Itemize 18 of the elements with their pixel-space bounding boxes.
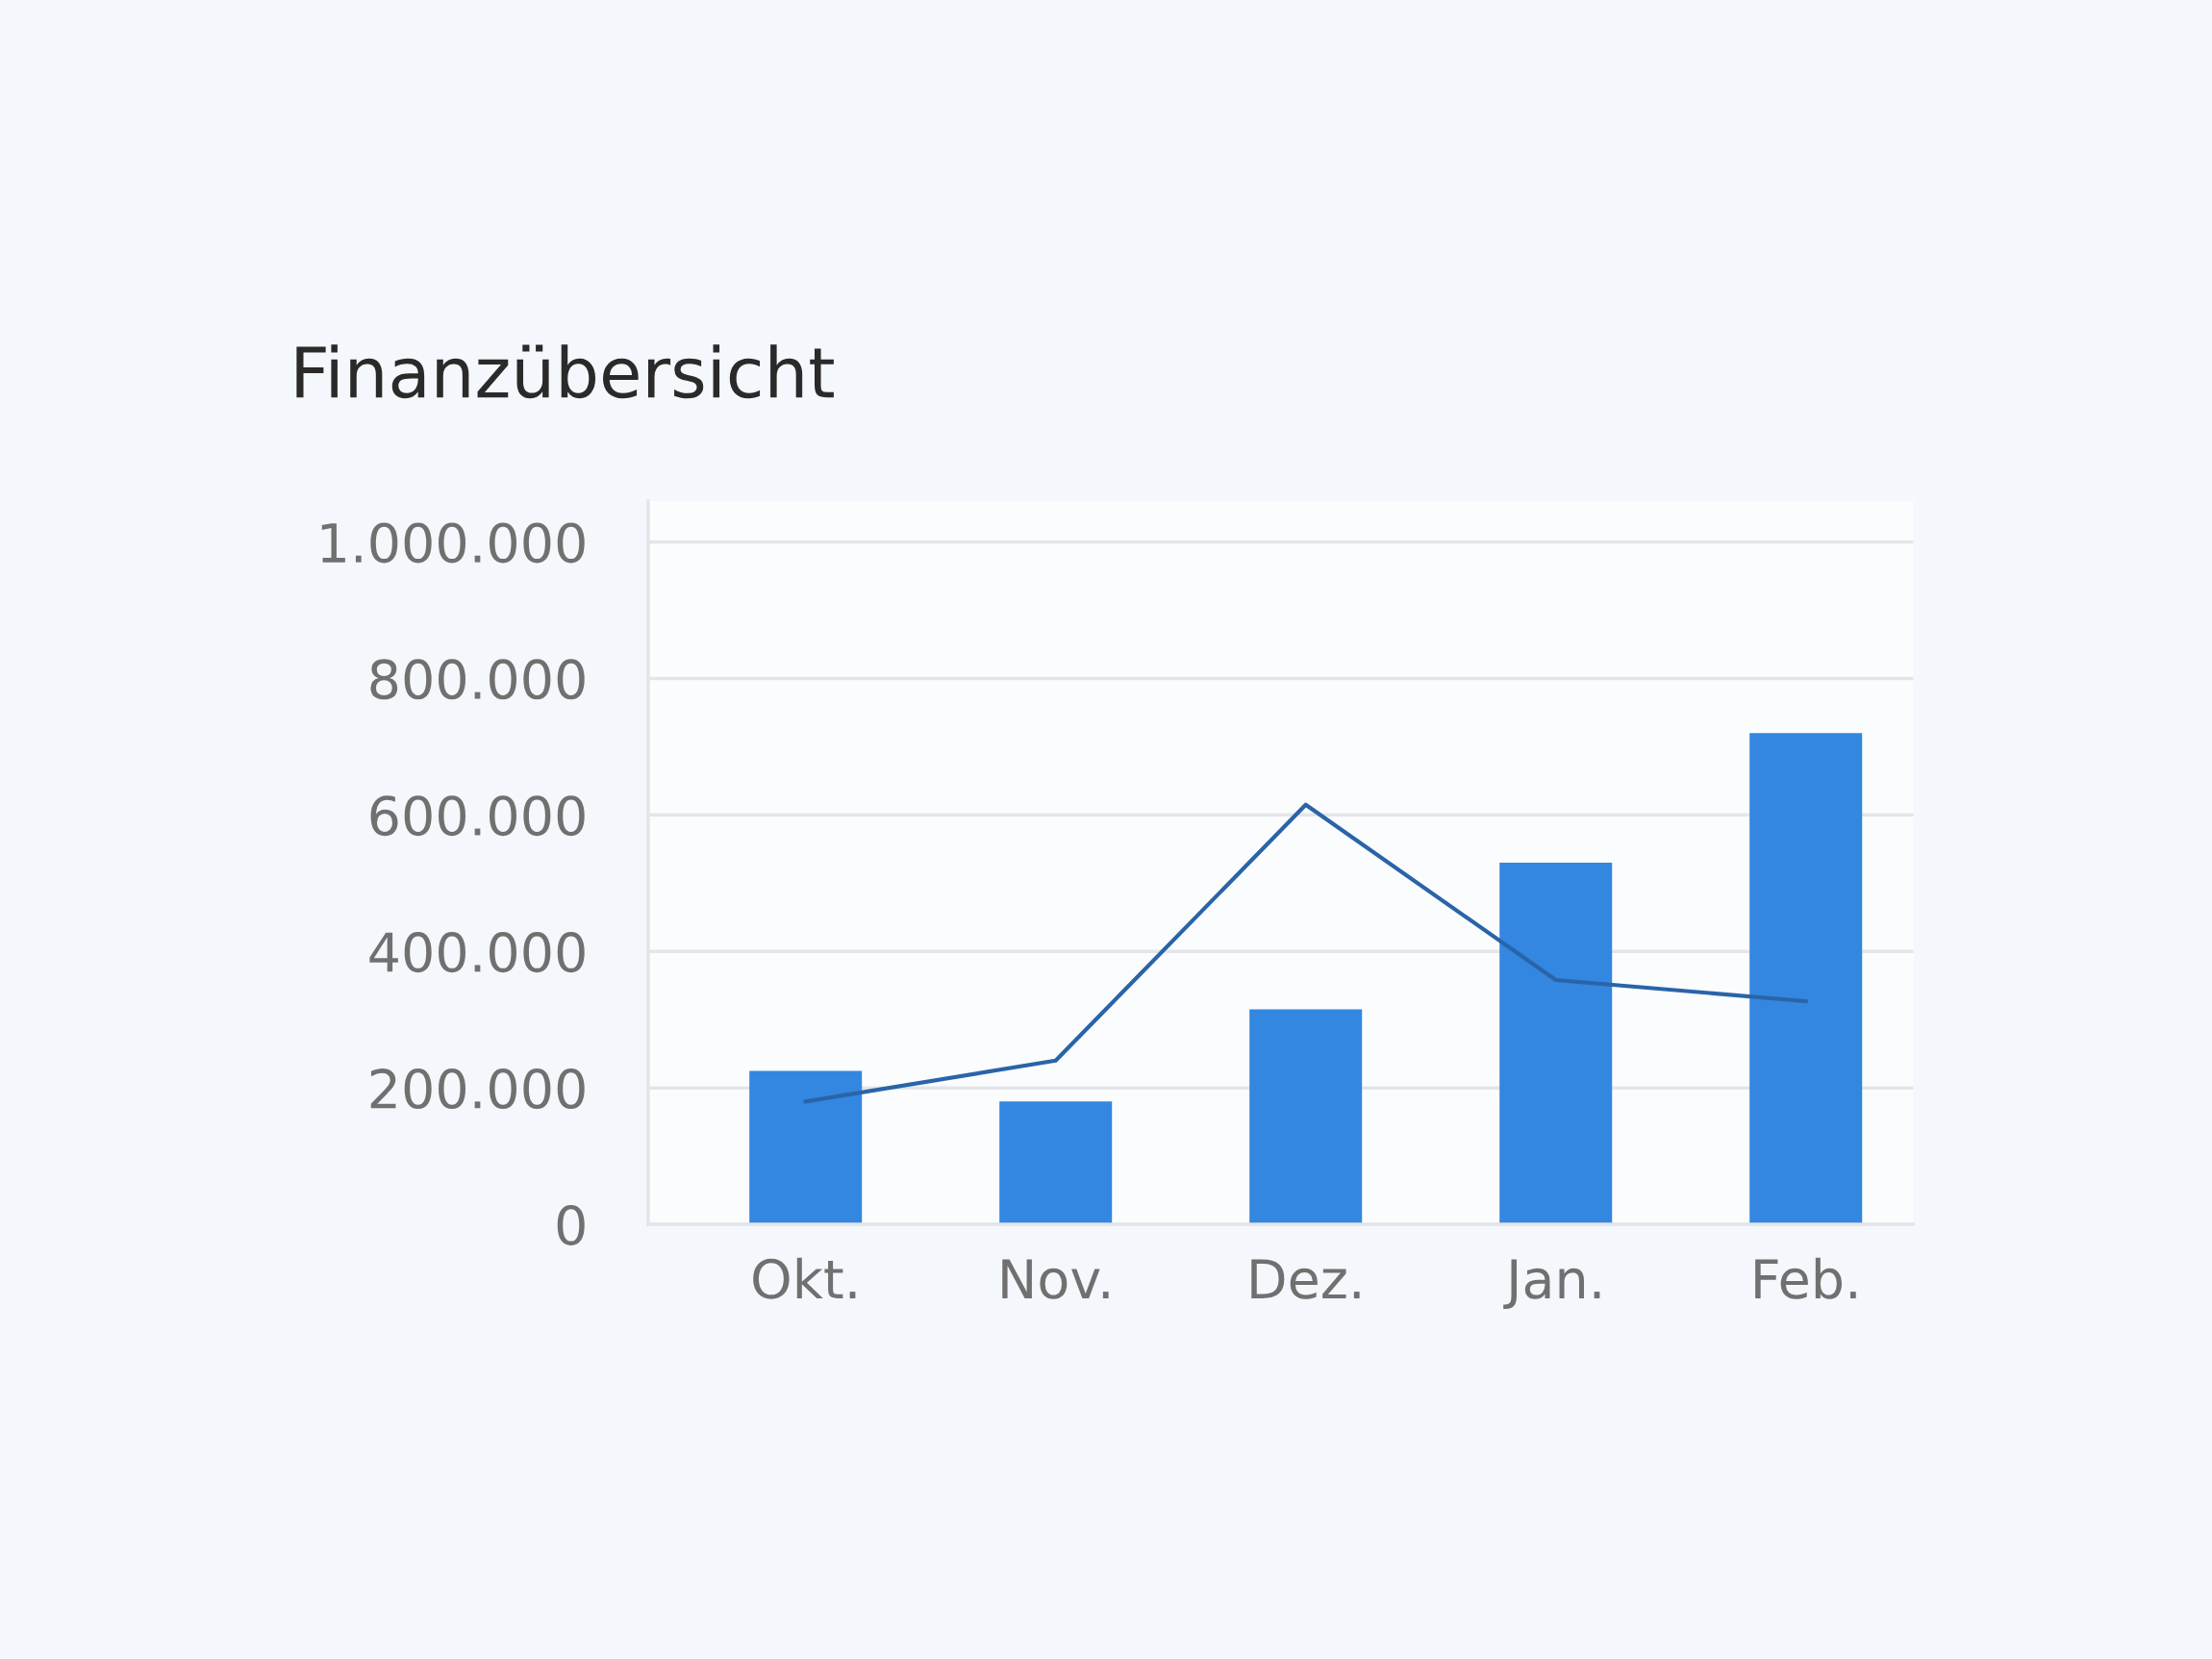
y-tick-label: 800.000 (370, 659, 585, 700)
y-tick-label: 0 (557, 1204, 585, 1245)
bar (1749, 733, 1863, 1225)
chart-title: Finanzübersicht (296, 344, 834, 399)
y-tick-label: 600.000 (370, 795, 585, 837)
x-tick-label: Okt. (753, 1257, 856, 1299)
bar (1249, 1009, 1363, 1225)
x-tick-label: Dez. (1251, 1259, 1360, 1299)
bar (999, 1101, 1113, 1225)
x-tick-label: Feb. (1755, 1257, 1856, 1299)
bar (749, 1070, 863, 1225)
bar (1499, 863, 1613, 1225)
y-tick-label: 400.000 (369, 932, 585, 973)
line-series (803, 802, 1808, 1104)
y-tick-label: 1.000.000 (321, 522, 585, 564)
y-tick-label: 200.000 (370, 1068, 585, 1110)
x-tick-label: Jan. (1503, 1259, 1600, 1310)
x-tick-label: Nov. (1002, 1259, 1109, 1299)
